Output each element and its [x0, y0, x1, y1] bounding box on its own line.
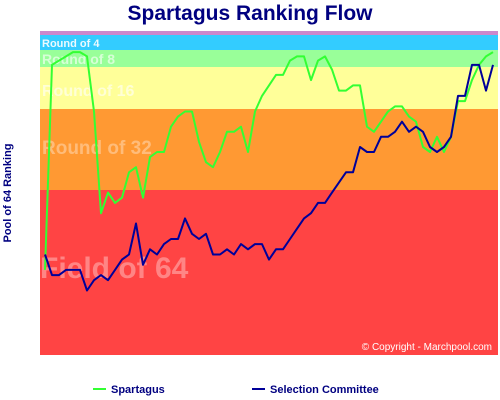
zones-layer [40, 31, 498, 355]
lines-layer [44, 51, 494, 292]
legend-label-2: Selection Committee [270, 384, 379, 396]
series-line-2 [44, 63, 494, 292]
legend: Spartagus Selection Committee [93, 384, 379, 396]
zone-band-5 [40, 190, 498, 355]
zone-top-band [40, 31, 498, 35]
series-line-1 [44, 51, 494, 270]
zone-label-3: Round of 16 [42, 83, 135, 100]
zone-label-2: Round of 8 [42, 51, 115, 67]
y-axis-label: Pool of 64 Ranking [2, 143, 14, 242]
zone-label-1: Round of 4 [42, 38, 100, 50]
chart-title: Spartagus Ranking Flow [127, 2, 373, 25]
zone-band-2 [40, 50, 498, 67]
legend-label-1: Spartagus [111, 384, 165, 396]
zone-band-4 [40, 109, 498, 190]
copyright-text: © Copyright - Marchpool.com [362, 342, 492, 353]
zone-label-5: Field of 64 [40, 252, 189, 285]
zone-band-3 [40, 67, 498, 109]
zone-band-1 [40, 35, 498, 50]
